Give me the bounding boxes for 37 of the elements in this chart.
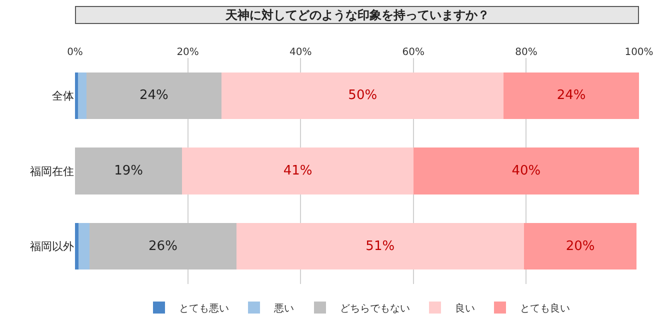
data-label: 24% — [556, 88, 586, 104]
bar — [524, 222, 637, 270]
chart-title: 天神に対してどのような印象を持っていますか？ — [224, 8, 490, 22]
y-tick-label: 全体 — [52, 90, 74, 103]
data-label: 50% — [348, 88, 378, 104]
legend-label: とても悪い — [179, 303, 229, 314]
data-label: 19% — [114, 164, 144, 178]
bar — [504, 72, 639, 120]
legend-label: とても良い — [520, 302, 570, 314]
data-label: 41% — [283, 164, 312, 178]
y-tick-label: 福岡在住 — [30, 164, 74, 178]
bar — [222, 72, 504, 120]
bar — [78, 222, 90, 270]
x-tick-label: 60% — [402, 47, 425, 58]
data-label: 26% — [148, 238, 178, 254]
x-tick-label: 20% — [176, 47, 199, 58]
data-label: 20% — [566, 238, 595, 254]
bar — [182, 148, 414, 194]
x-tick-label: 100% — [624, 47, 654, 58]
bar — [75, 222, 78, 270]
data-label: 24% — [140, 88, 168, 104]
legend-label: 良い — [455, 302, 475, 314]
legend-label: どちらでもない — [340, 303, 410, 314]
bar — [86, 72, 222, 120]
bar — [236, 222, 524, 270]
bar — [90, 222, 236, 270]
x-tick-label: 80% — [515, 47, 538, 58]
bar — [413, 148, 639, 194]
bar — [78, 72, 86, 120]
bar — [75, 72, 78, 120]
x-tick-label: 40% — [289, 47, 312, 58]
data-label: 40% — [512, 164, 541, 178]
legend-label: 悪い — [273, 303, 294, 314]
y-tick-label: 福岡以外 — [30, 240, 74, 254]
x-tick-label: 0% — [67, 47, 83, 58]
bar — [75, 148, 182, 194]
data-label: 51% — [366, 238, 395, 254]
